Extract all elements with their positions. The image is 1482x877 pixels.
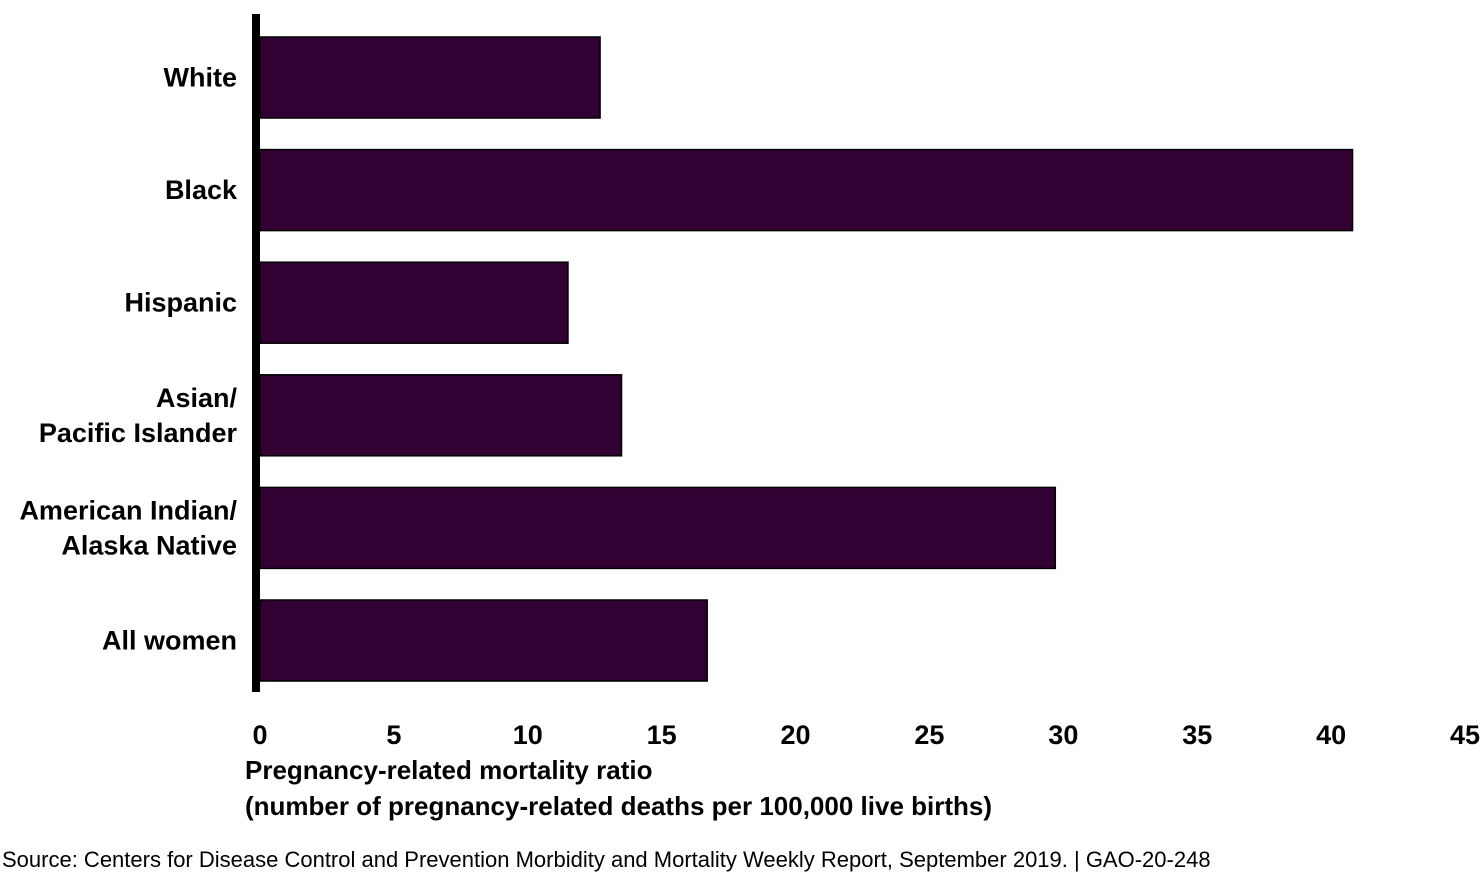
category-label: Hispanic — [124, 288, 237, 318]
category-label-line: White — [164, 63, 238, 93]
x-tick-label: 15 — [647, 720, 677, 750]
category-label: Asian/Pacific Islander — [39, 383, 238, 448]
x-tick-labels: 0 5 10 15 20 25 30 35 40 45 — [252, 720, 1480, 750]
category-labels: White Black Hispanic Asian/Pacific Islander… — [19, 63, 238, 656]
category-label-line: American Indian/ — [19, 495, 237, 525]
x-axis-title-line: (number of pregnancy-related deaths per … — [245, 791, 992, 821]
x-axis-title-line: Pregnancy-related mortality ratio — [245, 755, 652, 785]
bar — [259, 486, 1057, 570]
category-label-line: Pacific Islander — [39, 418, 238, 448]
bar — [259, 599, 708, 682]
bar — [259, 36, 601, 119]
category-label: American Indian/Alaska Native — [19, 495, 237, 560]
bar — [259, 261, 569, 344]
category-label-line: Black — [165, 175, 238, 205]
x-tick-label: 0 — [252, 720, 267, 750]
x-tick-label: 35 — [1182, 720, 1212, 750]
category-label-line: Alaska Native — [61, 530, 237, 560]
bar — [259, 148, 1354, 232]
x-tick-label: 20 — [781, 720, 811, 750]
x-tick-label: 5 — [386, 720, 401, 750]
category-label: White — [164, 63, 238, 93]
category-label-line: All women — [102, 626, 237, 656]
x-tick-label: 10 — [513, 720, 543, 750]
x-tick-label: 30 — [1048, 720, 1078, 750]
source-note: Source: Centers for Disease Control and … — [2, 847, 1211, 872]
x-tick-label: 45 — [1450, 720, 1480, 750]
bar-chart: White Black Hispanic Asian/Pacific Islander… — [19, 14, 1480, 821]
x-tick-label: 25 — [914, 720, 944, 750]
x-tick-label: 40 — [1316, 720, 1346, 750]
bars-group — [259, 36, 1354, 682]
category-label-line: Asian/ — [156, 383, 238, 413]
category-label: Black — [165, 175, 238, 205]
category-label-line: Hispanic — [124, 288, 237, 318]
bar — [259, 374, 623, 457]
category-label: All women — [102, 626, 237, 656]
x-axis-title: Pregnancy-related mortality ratio (number… — [245, 755, 992, 821]
